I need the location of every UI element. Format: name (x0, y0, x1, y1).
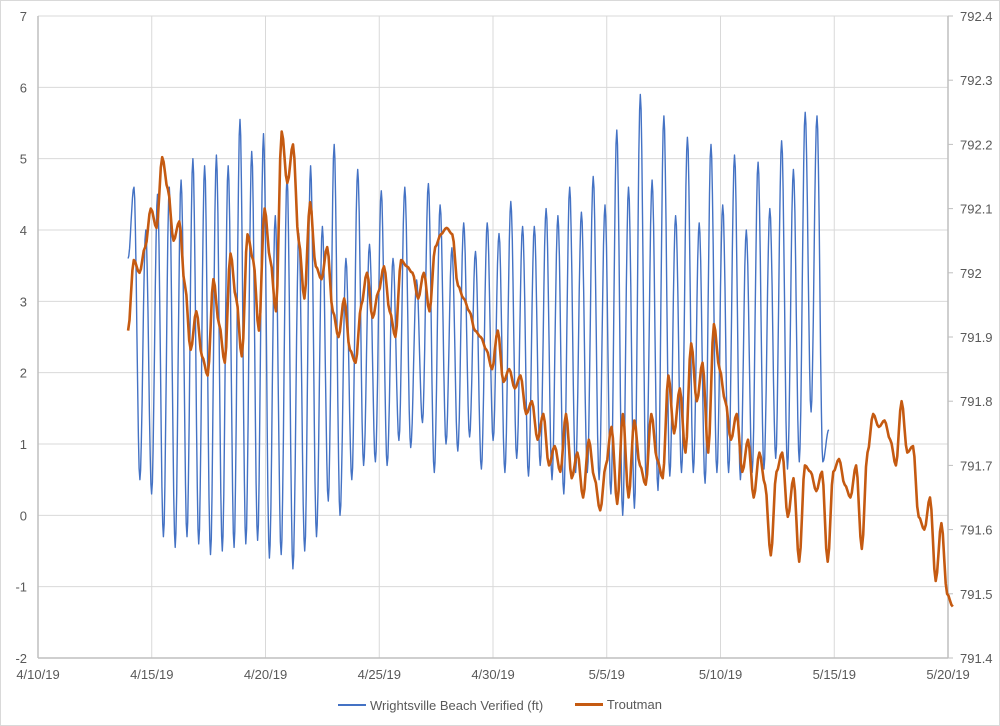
y2-tick-label: 792.1 (960, 202, 993, 217)
y-tick-label: 7 (20, 9, 27, 24)
y2-tick-label: 791.6 (960, 523, 993, 538)
y-tick-label: 1 (20, 437, 27, 452)
y2-tick-label: 791.7 (960, 458, 993, 473)
legend-swatch-wrightsville (338, 704, 367, 706)
y-tick-label: 3 (20, 294, 27, 309)
series-line-wrightsville (127, 93, 830, 570)
y2-tick-label: 791.5 (960, 587, 993, 602)
y-tick-label: 4 (20, 223, 27, 238)
x-tick-label: 4/20/19 (244, 667, 287, 682)
y-axis-left: -2 -1 0 1 2 3 4 5 6 7 (15, 9, 27, 666)
x-tick-label: 5/20/19 (926, 667, 969, 682)
y2-tick-label: 792 (960, 266, 982, 281)
y-tick-label: 6 (20, 80, 27, 95)
x-tick-label: 5/15/19 (813, 667, 856, 682)
legend-item-wrightsville[interactable]: Wrightsville Beach Verified (ft) (338, 698, 543, 713)
legend-item-troutman[interactable]: Troutman (574, 697, 662, 712)
y2-tick-label: 791.4 (960, 651, 993, 666)
y2-tick-label: 792.2 (960, 137, 993, 152)
legend-label-troutman: Troutman (606, 697, 662, 712)
y2-tick-label: 792.4 (960, 9, 993, 24)
series-line-troutman (126, 130, 954, 608)
x-tick-label: 5/10/19 (699, 667, 742, 682)
y-tick-label: 2 (20, 366, 27, 381)
y2-tick-label: 792.3 (960, 73, 993, 88)
y2-tick-label: 791.9 (960, 330, 993, 345)
x-tick-label: 5/5/19 (589, 667, 625, 682)
x-tick-label: 4/10/19 (16, 667, 59, 682)
y-tick-label: 0 (20, 508, 27, 523)
legend-swatch-troutman (574, 703, 603, 706)
y-tick-label: -2 (15, 651, 27, 666)
legend: Wrightsville Beach Verified (ft) Troutma… (0, 694, 1000, 713)
y-tick-label: 5 (20, 152, 27, 167)
series-lines (126, 93, 954, 608)
legend-label-wrightsville: Wrightsville Beach Verified (ft) (370, 697, 544, 713)
x-tick-label: 4/25/19 (358, 667, 401, 682)
y-tick-label: -1 (15, 580, 27, 595)
x-tick-label: 4/15/19 (130, 667, 173, 682)
x-axis: 4/10/19 4/15/19 4/20/19 4/25/19 4/30/19 5/5/1… (16, 667, 969, 682)
gridlines (37, 15, 949, 659)
x-tick-label: 4/30/19 (471, 667, 514, 682)
y2-tick-label: 791.8 (960, 394, 993, 409)
y-axis-right: 791.4 791.5 791.6 791.7 791.8 791.9 792 792.1 79… (948, 9, 993, 666)
